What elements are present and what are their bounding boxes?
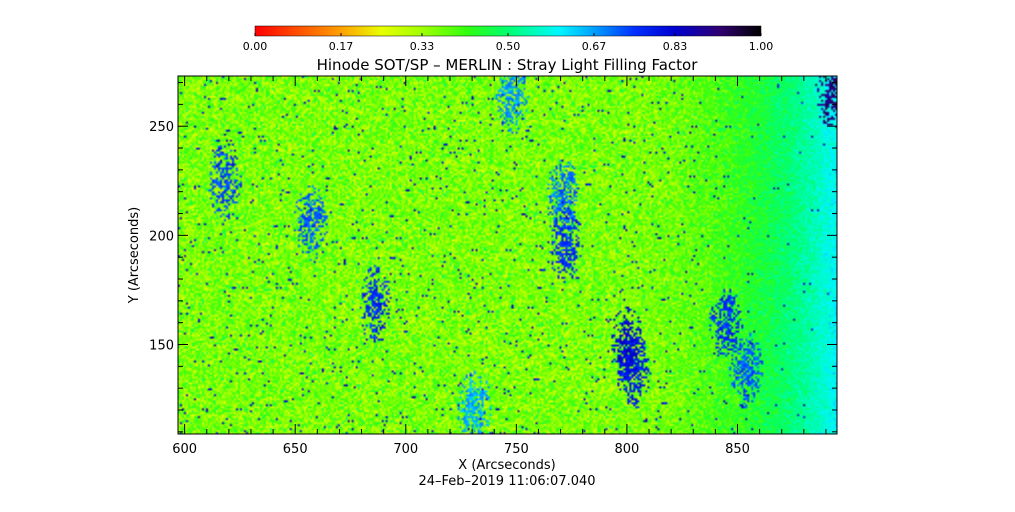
- plot-area: 600 650 700 750 800 850 150 200 250: [149, 75, 838, 457]
- y-axis-label: Y (Arcseconds): [127, 207, 142, 304]
- colorbar-tick-label: 1.00: [749, 40, 774, 53]
- y-tick-label: 150: [149, 339, 174, 354]
- x-axis-label: X (Arcseconds): [458, 458, 555, 473]
- y-tick-label: 250: [149, 120, 174, 135]
- colorbar-tick-label: 0.00: [243, 40, 268, 53]
- x-tick-label: 750: [504, 442, 529, 457]
- plot-frame: [177, 75, 838, 435]
- colorbar-tick-label: 0.17: [329, 40, 354, 53]
- heatmap-image: [178, 76, 837, 434]
- x-tick-label: 700: [393, 442, 418, 457]
- y-tick-label: 200: [149, 229, 174, 244]
- x-tick-label: 650: [283, 442, 308, 457]
- chart-title: Hinode SOT/SP – MERLIN : Stray Light Fil…: [317, 56, 699, 74]
- colorbar-tick-label: 0.83: [663, 40, 688, 53]
- colorbar-tick-label: 0.67: [582, 40, 607, 53]
- axis-ticks: 600 650 700 750 800 850 150 200 250: [149, 76, 837, 457]
- colorbar-tick-label: 0.33: [410, 40, 435, 53]
- colorbar-ticks: 0.00 0.17 0.33 0.50 0.67 0.83 1.00: [243, 33, 774, 53]
- x-tick-label: 600: [172, 442, 197, 457]
- x-tick-label: 800: [615, 442, 640, 457]
- x-tick-label: 850: [725, 442, 750, 457]
- colorbar: 0.00 0.17 0.33 0.50 0.67 0.83 1.00: [243, 25, 774, 53]
- timestamp: 24–Feb–2019 11:06:07.040: [418, 474, 595, 489]
- colorbar-tick-label: 0.50: [496, 40, 521, 53]
